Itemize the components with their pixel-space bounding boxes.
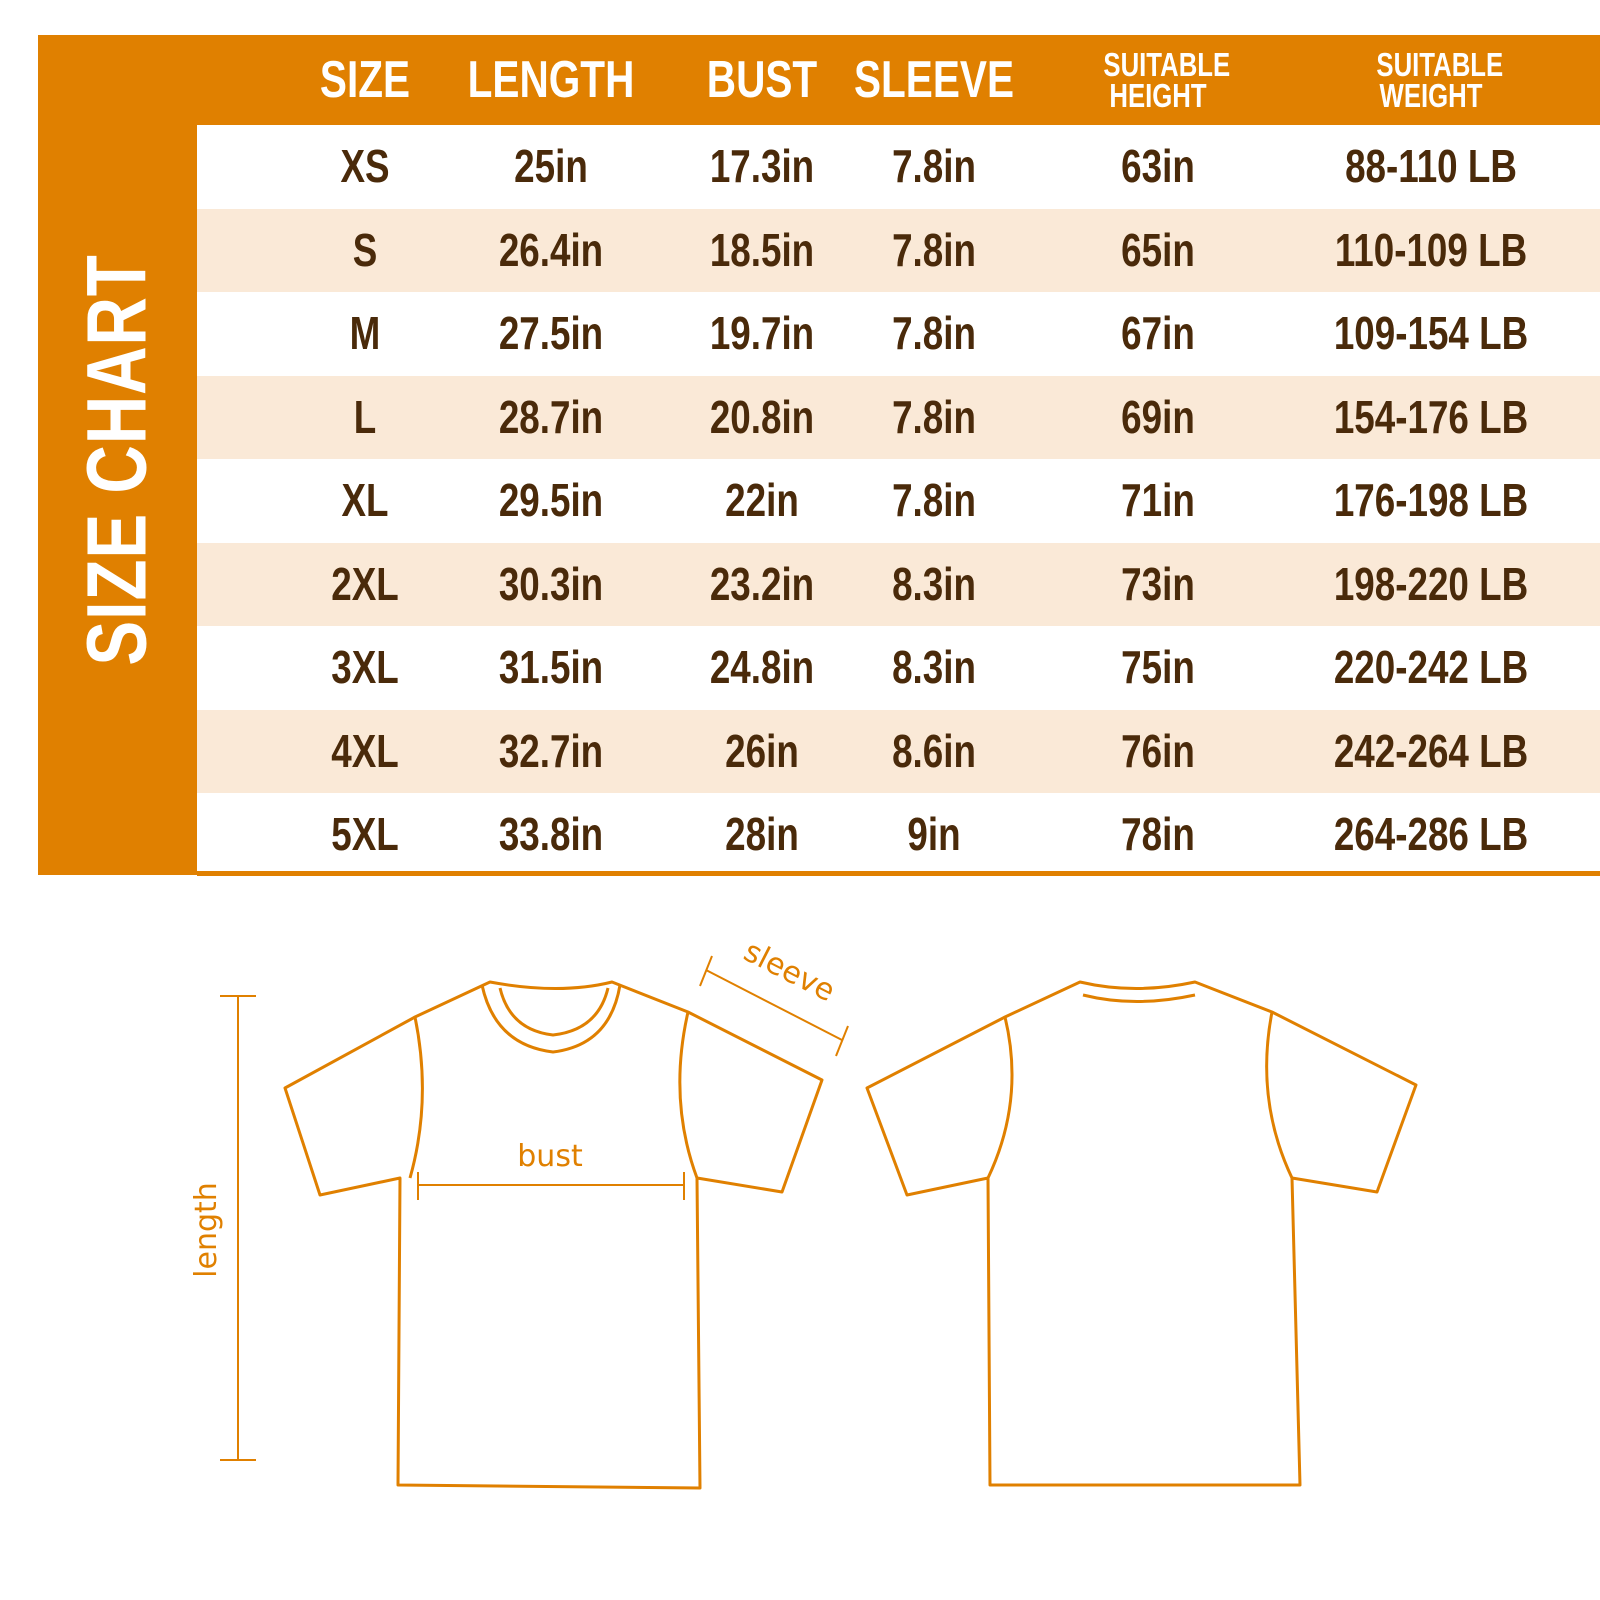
table-row: XL 29.5in 22in 7.8in 71in 176-198 LB	[197, 459, 1600, 543]
column-header: SUITABLE WEIGHT	[1376, 46, 1504, 114]
column-header: BUST	[706, 51, 818, 109]
table-cell: 8.3in	[892, 641, 976, 693]
table-cell: 17.3in	[709, 140, 815, 192]
table-cell: L	[353, 390, 377, 443]
column-header: SIZE	[319, 51, 411, 109]
table-row: 4XL 32.7in 26in 8.6in 76in 242-264 LB	[197, 709, 1600, 793]
sleeve-label: sleeve	[738, 934, 840, 1009]
column-header: SUITABLE HEIGHT	[1103, 46, 1231, 114]
table-cell: 9in	[907, 808, 961, 860]
table-cell: 28.7in	[498, 390, 604, 443]
table-row: 5XL 33.8in 28in 9in 78in 264-286 LB	[197, 793, 1600, 877]
table-cell: 73in	[1121, 557, 1195, 610]
table-header-bar	[38, 35, 1600, 125]
table-cell: XL	[341, 474, 389, 526]
column-header: LENGTH	[467, 51, 635, 109]
table-cell: 28in	[725, 808, 799, 860]
table-row: 2XL 30.3in 23.2in 8.3in 73in 198-220 LB	[197, 542, 1600, 626]
table-cell: 26.4in	[498, 223, 604, 276]
table-cell: 3XL	[331, 641, 399, 693]
table-cell: 7.8in	[892, 140, 976, 192]
table-cell: 154-176 LB	[1333, 390, 1529, 443]
table-cell: 110-109 LB	[1334, 223, 1528, 276]
side-title-bar	[38, 35, 197, 875]
front-collar	[480, 984, 622, 1054]
table-row: M 27.5in 19.7in 7.8in 67in 109-154 LB	[197, 292, 1600, 376]
table-cell: 23.2in	[709, 557, 815, 610]
table-cell: 220-242 LB	[1333, 641, 1529, 693]
table-cell: 76in	[1121, 724, 1195, 777]
table-cell: 30.3in	[498, 557, 604, 610]
table-cell: 32.7in	[498, 724, 604, 777]
table-cell: 33.8in	[498, 808, 604, 860]
table-cell: 5XL	[331, 808, 399, 860]
bust-label: bust	[517, 1139, 583, 1174]
table-cell: 22in	[725, 474, 799, 526]
table-cell: 176-198 LB	[1333, 474, 1529, 526]
table-cell: 26in	[725, 724, 799, 777]
table-cell: XS	[340, 140, 390, 192]
table-row: XS 25in 17.3in 7.8in 63in 88-110 LB	[197, 125, 1600, 209]
table-cell: 19.7in	[709, 307, 815, 359]
tshirt-diagram: bust length sleeve	[189, 934, 1418, 1490]
table-cell: 4XL	[331, 724, 399, 777]
table-cell: 7.8in	[892, 474, 976, 526]
table-cell: 8.6in	[892, 724, 976, 777]
table-cell: 7.8in	[892, 223, 976, 276]
table-cell: 242-264 LB	[1333, 724, 1529, 777]
table-row: S 26.4in 18.5in 7.8in 65in 110-109 LB	[197, 208, 1600, 292]
length-label: length	[189, 1182, 224, 1278]
table-cell: 25in	[514, 140, 588, 192]
table-row: L 28.7in 20.8in 7.8in 69in 154-176 LB	[197, 375, 1600, 459]
back-shirt-outline	[865, 980, 1418, 1487]
table-cell: 24.8in	[709, 641, 815, 693]
table-cell: 7.8in	[892, 390, 976, 443]
table-cell: 20.8in	[709, 390, 815, 443]
table-cell: 78in	[1121, 808, 1195, 860]
table-cell: 75in	[1121, 641, 1195, 693]
table-cell: 8.3in	[892, 557, 976, 610]
table-cell: 67in	[1121, 307, 1195, 359]
table-cell: 71in	[1121, 474, 1195, 526]
table-cell: M	[349, 307, 381, 359]
table-cell: 69in	[1121, 390, 1195, 443]
table-cell: 7.8in	[892, 307, 976, 359]
table-cell: 65in	[1121, 223, 1195, 276]
table-cell: 88-110 LB	[1345, 140, 1517, 192]
table-cell: S	[352, 223, 378, 276]
table-cell: 109-154 LB	[1333, 307, 1529, 359]
table-cell: 198-220 LB	[1333, 557, 1529, 610]
column-header: SLEEVE	[853, 51, 1015, 109]
table-cell: 27.5in	[498, 307, 604, 359]
sleeve-measure-line	[705, 969, 843, 1041]
front-shirt-outline	[283, 980, 824, 1490]
table-cell: 18.5in	[709, 223, 815, 276]
table-cell: 264-286 LB	[1333, 808, 1529, 860]
table-cell: 2XL	[331, 557, 399, 610]
table-cell: 63in	[1121, 140, 1195, 192]
table-row: 3XL 31.5in 24.8in 8.3in 75in 220-242 LB	[197, 626, 1600, 710]
table-bottom-border	[197, 871, 1600, 876]
size-chart-title: SIZE CHART	[69, 254, 164, 666]
table-cell: 31.5in	[498, 641, 604, 693]
table-cell: 29.5in	[498, 474, 604, 526]
